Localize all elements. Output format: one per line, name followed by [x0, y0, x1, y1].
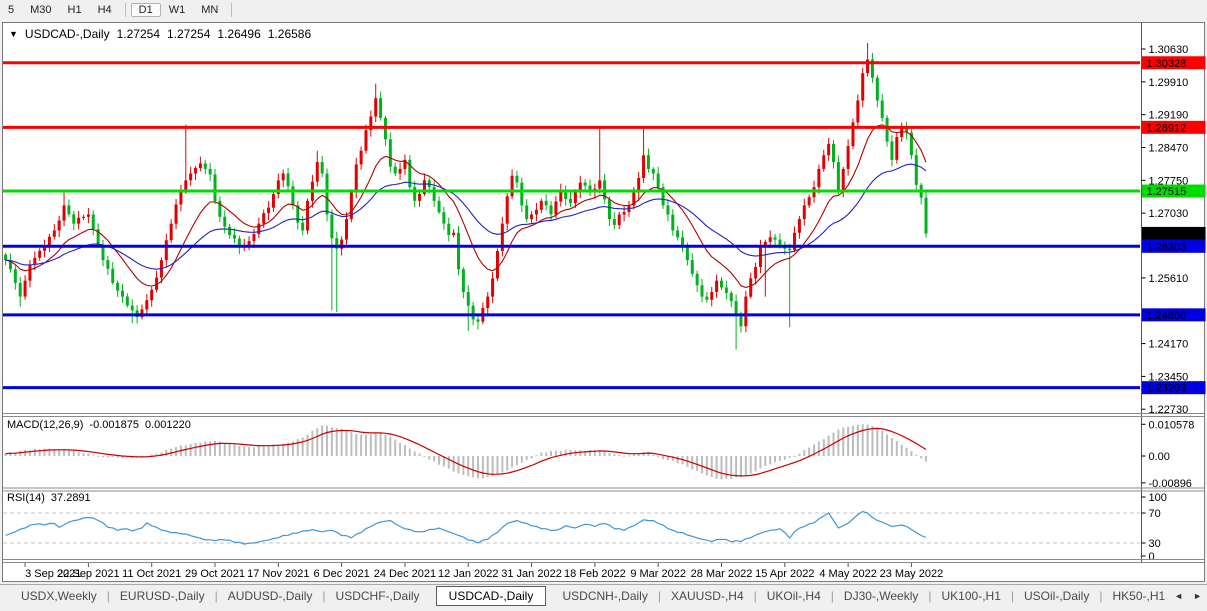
tab-usdcnh-daily[interactable]: USDCNH-,Daily — [562, 589, 648, 603]
tab-usdx-weekly[interactable]: USDX,Weekly — [21, 589, 97, 603]
symbol-dropdown-icon[interactable]: ▼ — [9, 29, 18, 39]
tab-usdchf-daily[interactable]: USDCHF-,Daily — [335, 589, 420, 603]
tab-audusd-daily[interactable]: AUDUSD-,Daily — [227, 589, 313, 603]
ohlc-open: 1.27254 — [116, 27, 160, 41]
macd-main-value: -0.001875 — [89, 419, 139, 431]
macd-signal-value: 0.001220 — [144, 419, 191, 431]
macd-name: MACD(12,26,9) — [7, 419, 84, 431]
tab-eurusd-daily[interactable]: EURUSD-,Daily — [119, 589, 205, 603]
tab-separator: | — [657, 589, 661, 603]
rsi-value: 37.2891 — [50, 492, 91, 504]
tab-separator: | — [928, 589, 932, 603]
tab-scroll-left-icon[interactable]: ◄ — [1174, 591, 1184, 601]
tab-separator: | — [1099, 589, 1103, 603]
chart-title: ▼ USDCAD-,Daily 1.27254 1.27254 1.26496 … — [9, 27, 311, 41]
timeframe-toolbar: 5 M30 H1 H4 D1 W1 MN — [0, 0, 1207, 20]
tab-uk100-h1[interactable]: UK100-,H1 — [941, 589, 1001, 603]
timeframe-button-m30[interactable]: M30 — [30, 4, 52, 16]
tab-ukoil-h4[interactable]: UKOil-,H4 — [766, 589, 821, 603]
macd-indicator-label: MACD(12,26,9) -0.001875 0.001220 — [7, 419, 191, 431]
symbol-tab-bar: USDX,Weekly | EURUSD-,Daily | AUDUSD-,Daily |… — [0, 584, 1207, 607]
toolbar-separator — [124, 3, 126, 17]
timeframe-button-5[interactable]: 5 — [8, 4, 15, 16]
timeframe-button-d1[interactable]: D1 — [130, 3, 161, 17]
tab-hk50-h1[interactable]: HK50-,H1 — [1112, 589, 1166, 603]
tab-scroll-right-icon[interactable]: ► — [1193, 591, 1202, 601]
tab-separator: | — [214, 589, 218, 603]
timeframe-button-mn[interactable]: MN — [201, 4, 219, 16]
timeframe-button-h4[interactable]: H4 — [97, 4, 112, 16]
chart-window — [2, 22, 1205, 582]
rsi-name: RSI(14) — [7, 492, 45, 504]
tab-dj30-weekly[interactable]: DJ30-,Weekly — [843, 589, 919, 603]
tab-usdcad-daily[interactable]: USDCAD-,Daily — [435, 586, 547, 606]
ohlc-high: 1.27254 — [167, 27, 211, 41]
tab-separator: | — [830, 589, 834, 603]
tab-separator: | — [322, 589, 326, 603]
tab-separator: | — [753, 589, 757, 603]
tab-xauusd-h4[interactable]: XAUUSD-,H4 — [670, 589, 744, 603]
timeframe-button-h1[interactable]: H1 — [67, 4, 82, 16]
tab-separator: | — [1010, 589, 1014, 603]
chart-symbol-label: USDCAD-,Daily — [24, 27, 110, 41]
tab-separator: | — [106, 589, 110, 603]
ohlc-close: 1.26586 — [267, 27, 312, 41]
timeframe-button-w1[interactable]: W1 — [168, 4, 186, 16]
rsi-indicator-label: RSI(14) 37.2891 — [7, 492, 91, 504]
tab-usoil-daily[interactable]: USOil-,Daily — [1024, 589, 1090, 603]
toolbar-separator — [231, 3, 233, 17]
ohlc-low: 1.26496 — [217, 27, 261, 41]
